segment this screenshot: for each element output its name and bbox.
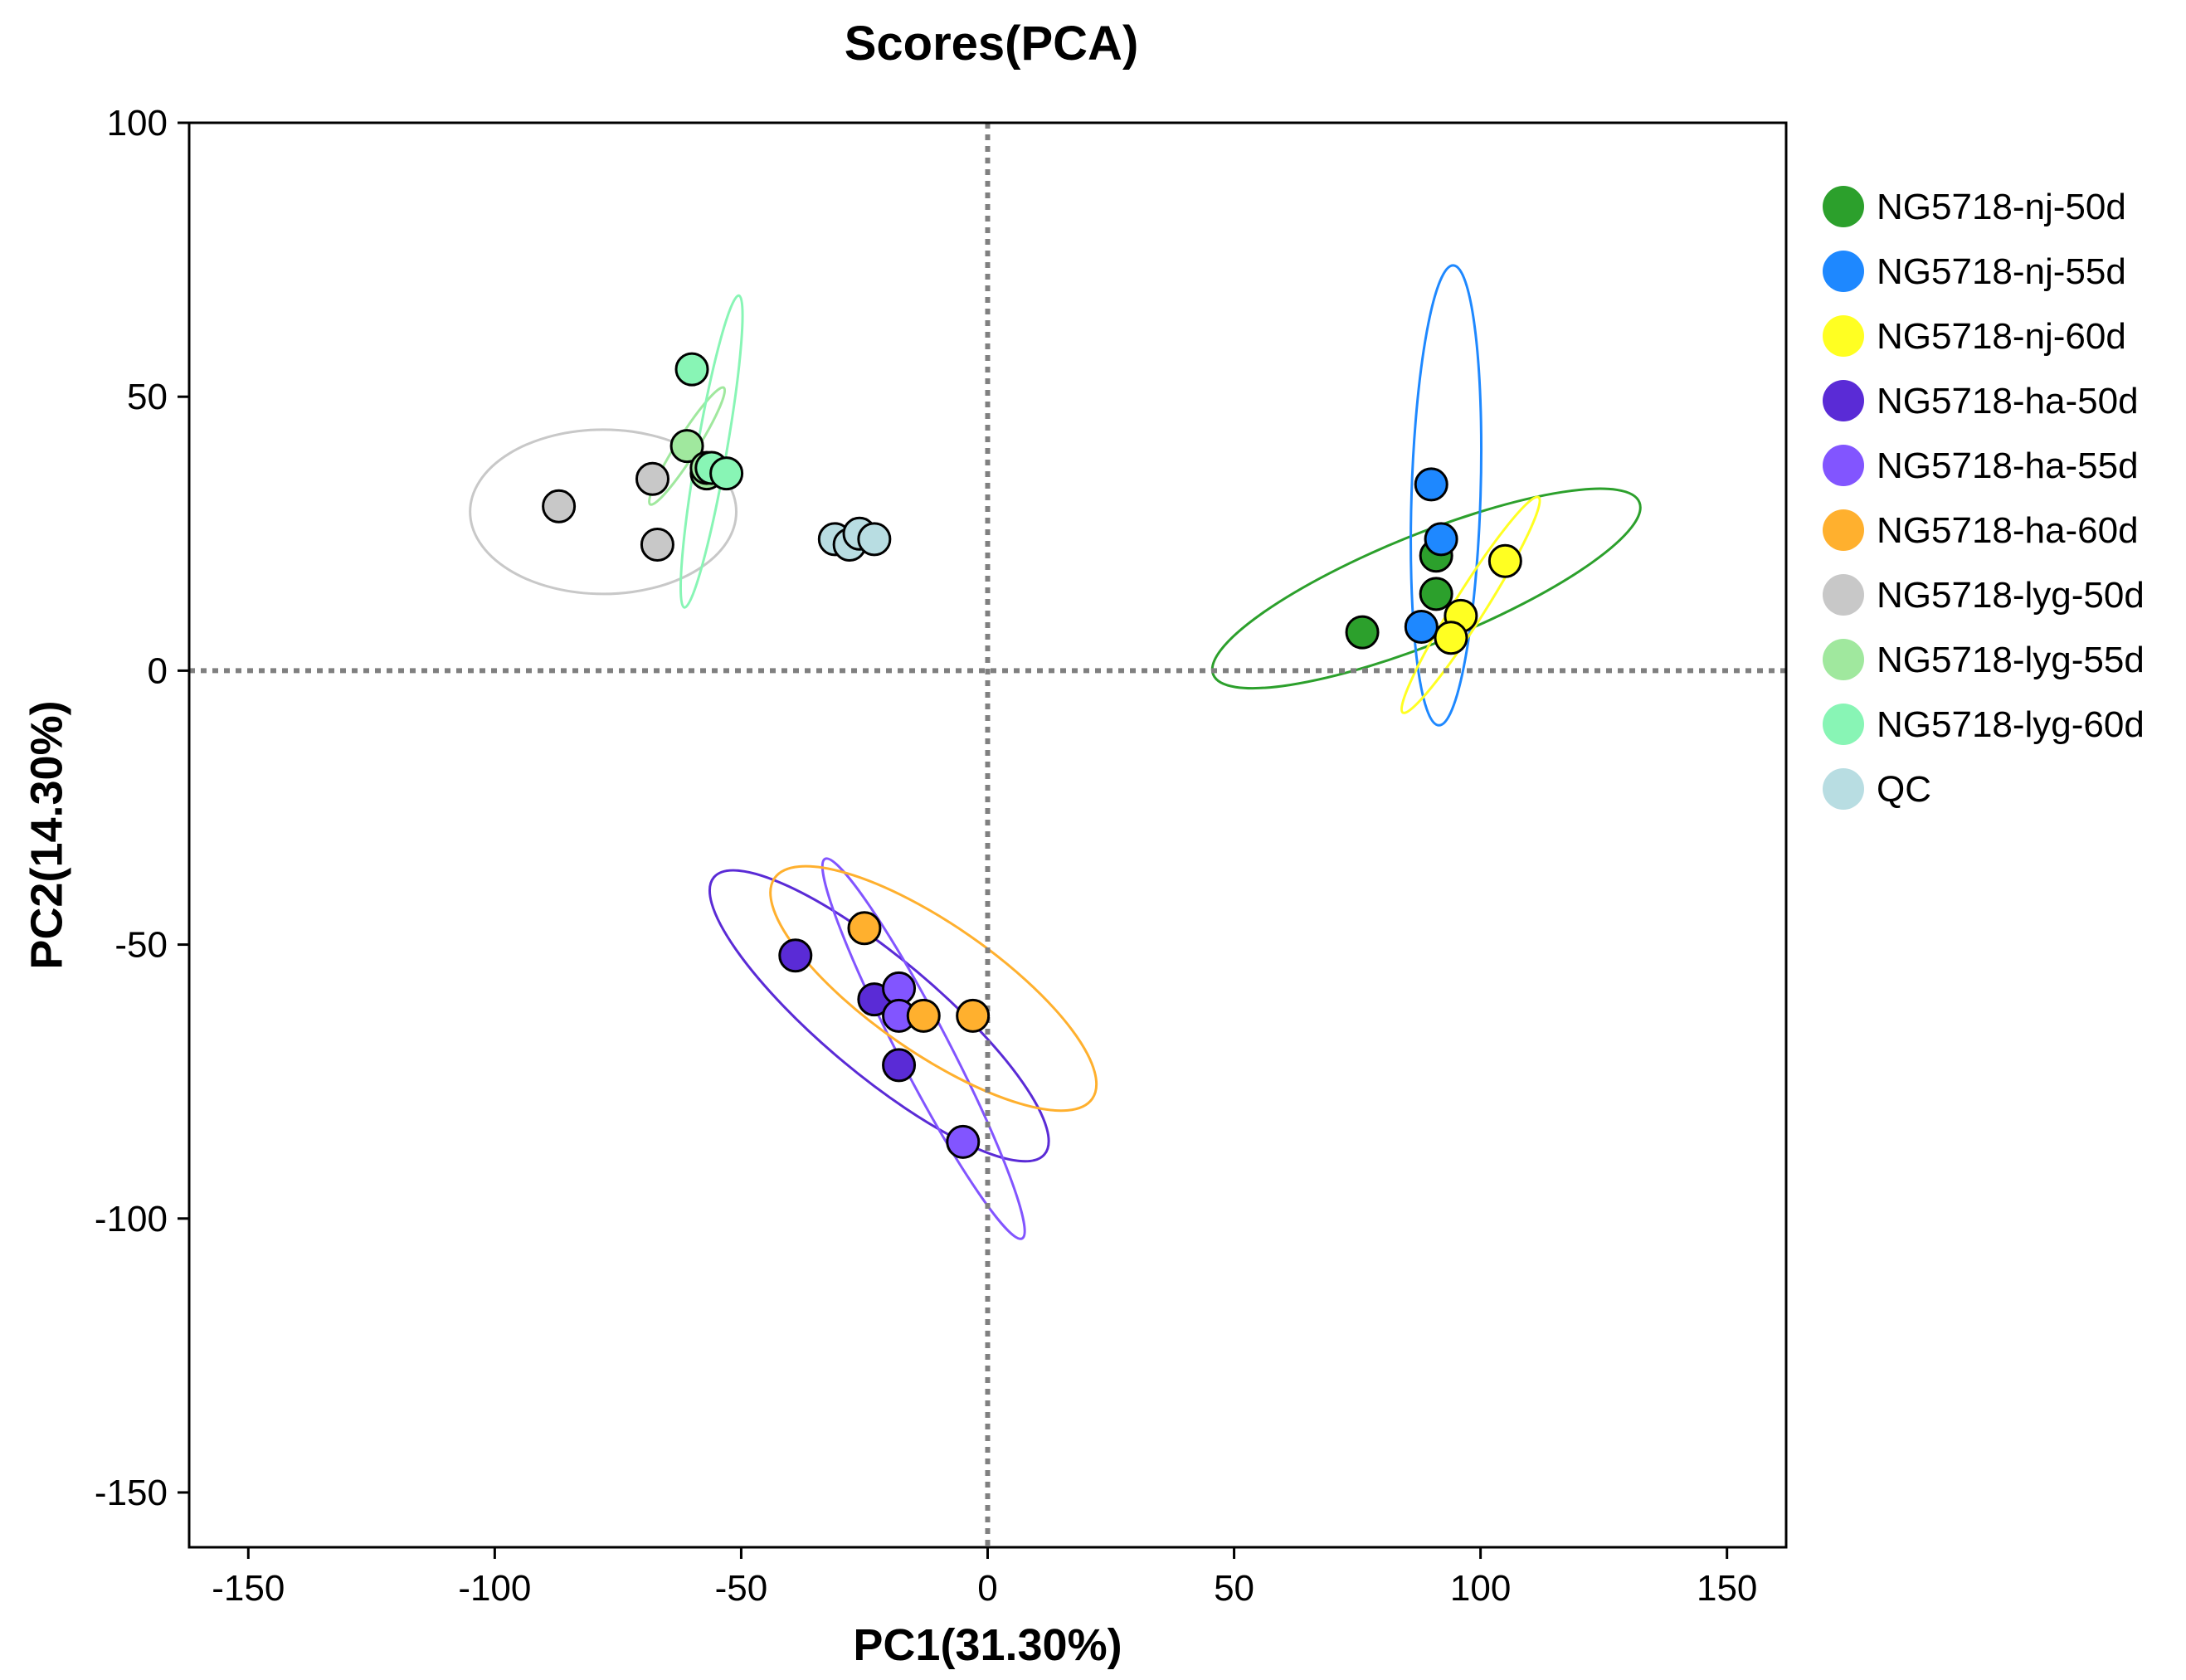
x-tick-label: -50 <box>715 1568 768 1609</box>
legend-swatch-ng5718-nj-55d <box>1823 251 1864 292</box>
point-ng5718-ha-60d <box>847 911 882 946</box>
legend-swatch-ng5718-lyg-60d <box>1823 704 1864 745</box>
ellipse-ng5718-nj-60d <box>1400 495 1541 714</box>
legend-label-ng5718-lyg-55d: NG5718-lyg-55d <box>1877 640 2145 680</box>
y-tick-label: -150 <box>95 1473 168 1513</box>
x-tick-label: 150 <box>1697 1568 1757 1609</box>
x-tick-label: -100 <box>458 1568 531 1609</box>
point-ng5718-lyg-60d <box>674 352 709 387</box>
y-tick-label: -50 <box>114 925 168 966</box>
y-axis-label: PC2(14.30%) <box>22 700 71 969</box>
legend-label-ng5718-nj-60d: NG5718-nj-60d <box>1877 316 2126 357</box>
ellipse-ng5718-ha-60d <box>769 864 1098 1113</box>
legend-swatch-ng5718-nj-60d <box>1823 315 1864 357</box>
y-tick-label: 0 <box>148 650 168 691</box>
legend-label-ng5718-ha-60d: NG5718-ha-60d <box>1877 510 2139 551</box>
point-ng5718-lyg-50d <box>640 527 674 562</box>
legend-label-ng5718-nj-55d: NG5718-nj-55d <box>1877 251 2126 292</box>
x-tick-label: 0 <box>977 1568 997 1609</box>
legend-swatch-ng5718-ha-55d <box>1823 445 1864 486</box>
point-ng5718-ha-55d <box>946 1124 981 1159</box>
x-axis-label: PC1(31.30%) <box>853 1620 1122 1670</box>
point-ng5718-nj-60d <box>1434 621 1468 655</box>
point-layer <box>542 352 1522 1159</box>
y-tick-label: -100 <box>95 1199 168 1239</box>
legend-label-ng5718-lyg-50d: NG5718-lyg-50d <box>1877 575 2145 616</box>
x-tick-label: 100 <box>1450 1568 1511 1609</box>
chart-title: Scores(PCA) <box>845 17 1139 71</box>
legend-label-ng5718-lyg-60d: NG5718-lyg-60d <box>1877 704 2145 745</box>
point-ng5718-ha-50d <box>778 938 813 973</box>
point-ng5718-ha-60d <box>906 998 941 1033</box>
x-tick-label: 50 <box>1214 1568 1254 1609</box>
y-tick-label: 50 <box>127 377 168 417</box>
point-ng5718-nj-55d <box>1404 610 1439 645</box>
point-ng5718-nj-60d <box>1487 543 1522 578</box>
point-ng5718-ha-60d <box>956 998 991 1033</box>
point-qc <box>857 522 892 557</box>
point-ng5718-nj-55d <box>1414 467 1448 502</box>
point-ng5718-nj-50d <box>1345 615 1380 650</box>
legend-swatch-ng5718-lyg-50d <box>1823 574 1864 616</box>
point-ng5718-lyg-55d <box>669 429 704 464</box>
point-ng5718-lyg-50d <box>635 461 669 496</box>
ellipse-ng5718-ha-50d <box>708 869 1050 1163</box>
axis-ticks: -150 -100 -50 0 50 100 150 100 50 0 -50 -100 -150 <box>95 103 1757 1609</box>
reference-lines <box>189 123 1786 1547</box>
point-ng5718-nj-50d <box>1419 577 1453 611</box>
point-ng5718-nj-55d <box>1424 522 1458 557</box>
legend-swatch-ng5718-ha-50d <box>1823 380 1864 421</box>
point-ng5718-lyg-60d <box>709 456 744 491</box>
legend-swatch-ng5718-nj-50d <box>1823 186 1864 227</box>
y-tick-label: 100 <box>107 103 168 144</box>
ellipse-ng5718-nj-55d <box>1409 264 1483 727</box>
legend-label-ng5718-ha-55d: NG5718-ha-55d <box>1877 446 2139 486</box>
legend-swatch-ng5718-lyg-55d <box>1823 639 1864 680</box>
legend-label-qc: QC <box>1877 769 1931 810</box>
ellipse-ng5718-lyg-50d <box>469 428 738 596</box>
legend: NG5718-nj-50d NG5718-nj-55d NG5718-nj-60d N… <box>1823 186 2145 810</box>
point-ng5718-lyg-50d <box>542 489 577 523</box>
ellipse-layer <box>469 264 1642 1240</box>
point-ng5718-ha-50d <box>882 1048 917 1083</box>
legend-swatch-qc <box>1823 768 1864 810</box>
x-tick-label: -150 <box>212 1568 285 1609</box>
legend-label-ng5718-ha-50d: NG5718-ha-50d <box>1877 381 2139 421</box>
legend-swatch-ng5718-ha-60d <box>1823 509 1864 551</box>
legend-label-ng5718-nj-50d: NG5718-nj-50d <box>1877 187 2126 227</box>
